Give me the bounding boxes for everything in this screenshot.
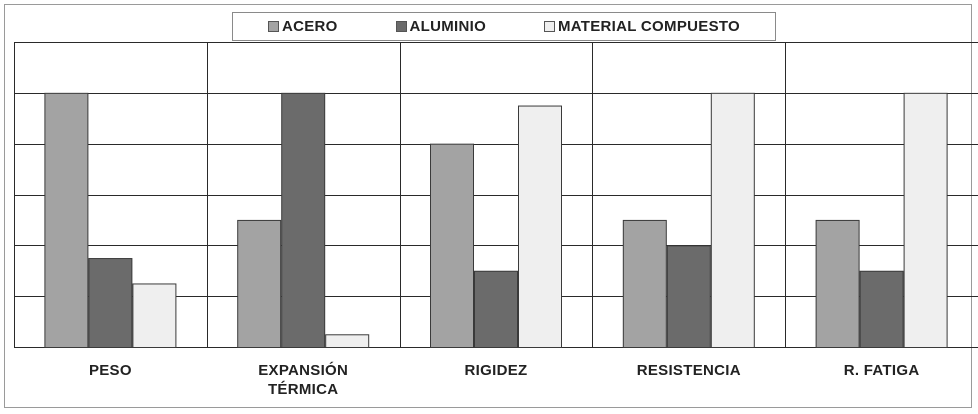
legend-item-acero: ACERO xyxy=(268,18,338,35)
legend-item-material-compuesto: MATERIAL COMPUESTO xyxy=(544,18,740,35)
category-label-expansion-termica: EXPANSIÓN TÉRMICA xyxy=(207,361,400,399)
legend: ACERO ALUMINIO MATERIAL COMPUESTO xyxy=(232,12,776,41)
category-label-resistencia: RESISTENCIA xyxy=(592,361,785,380)
legend-swatch-aluminio xyxy=(396,21,407,32)
legend-label-acero: ACERO xyxy=(282,18,338,35)
category-label-peso: PESO xyxy=(14,361,207,380)
bar-acero xyxy=(623,220,666,347)
bar-acero xyxy=(45,93,88,347)
legend-item-aluminio: ALUMINIO xyxy=(396,18,487,35)
bar-material-compuesto xyxy=(711,93,754,347)
bar-aluminio xyxy=(89,259,132,348)
bar-material-compuesto xyxy=(519,106,562,347)
bar-acero xyxy=(238,220,281,347)
category-label-rigidez: RIGIDEZ xyxy=(400,361,593,380)
legend-label-aluminio: ALUMINIO xyxy=(410,18,487,35)
bar-material-compuesto xyxy=(133,284,176,348)
bar-acero xyxy=(431,144,474,347)
legend-swatch-acero xyxy=(268,21,279,32)
category-label-r-fatiga: R. FATIGA xyxy=(785,361,978,380)
bar-aluminio xyxy=(860,271,903,347)
bar-aluminio xyxy=(475,271,518,347)
bar-acero xyxy=(816,220,859,347)
legend-label-material-compuesto: MATERIAL COMPUESTO xyxy=(558,18,740,35)
bar-material-compuesto xyxy=(904,93,947,347)
bar-material-compuesto xyxy=(326,335,369,348)
legend-swatch-material-compuesto xyxy=(544,21,555,32)
bar-aluminio xyxy=(667,246,710,348)
bar-aluminio xyxy=(282,93,325,347)
